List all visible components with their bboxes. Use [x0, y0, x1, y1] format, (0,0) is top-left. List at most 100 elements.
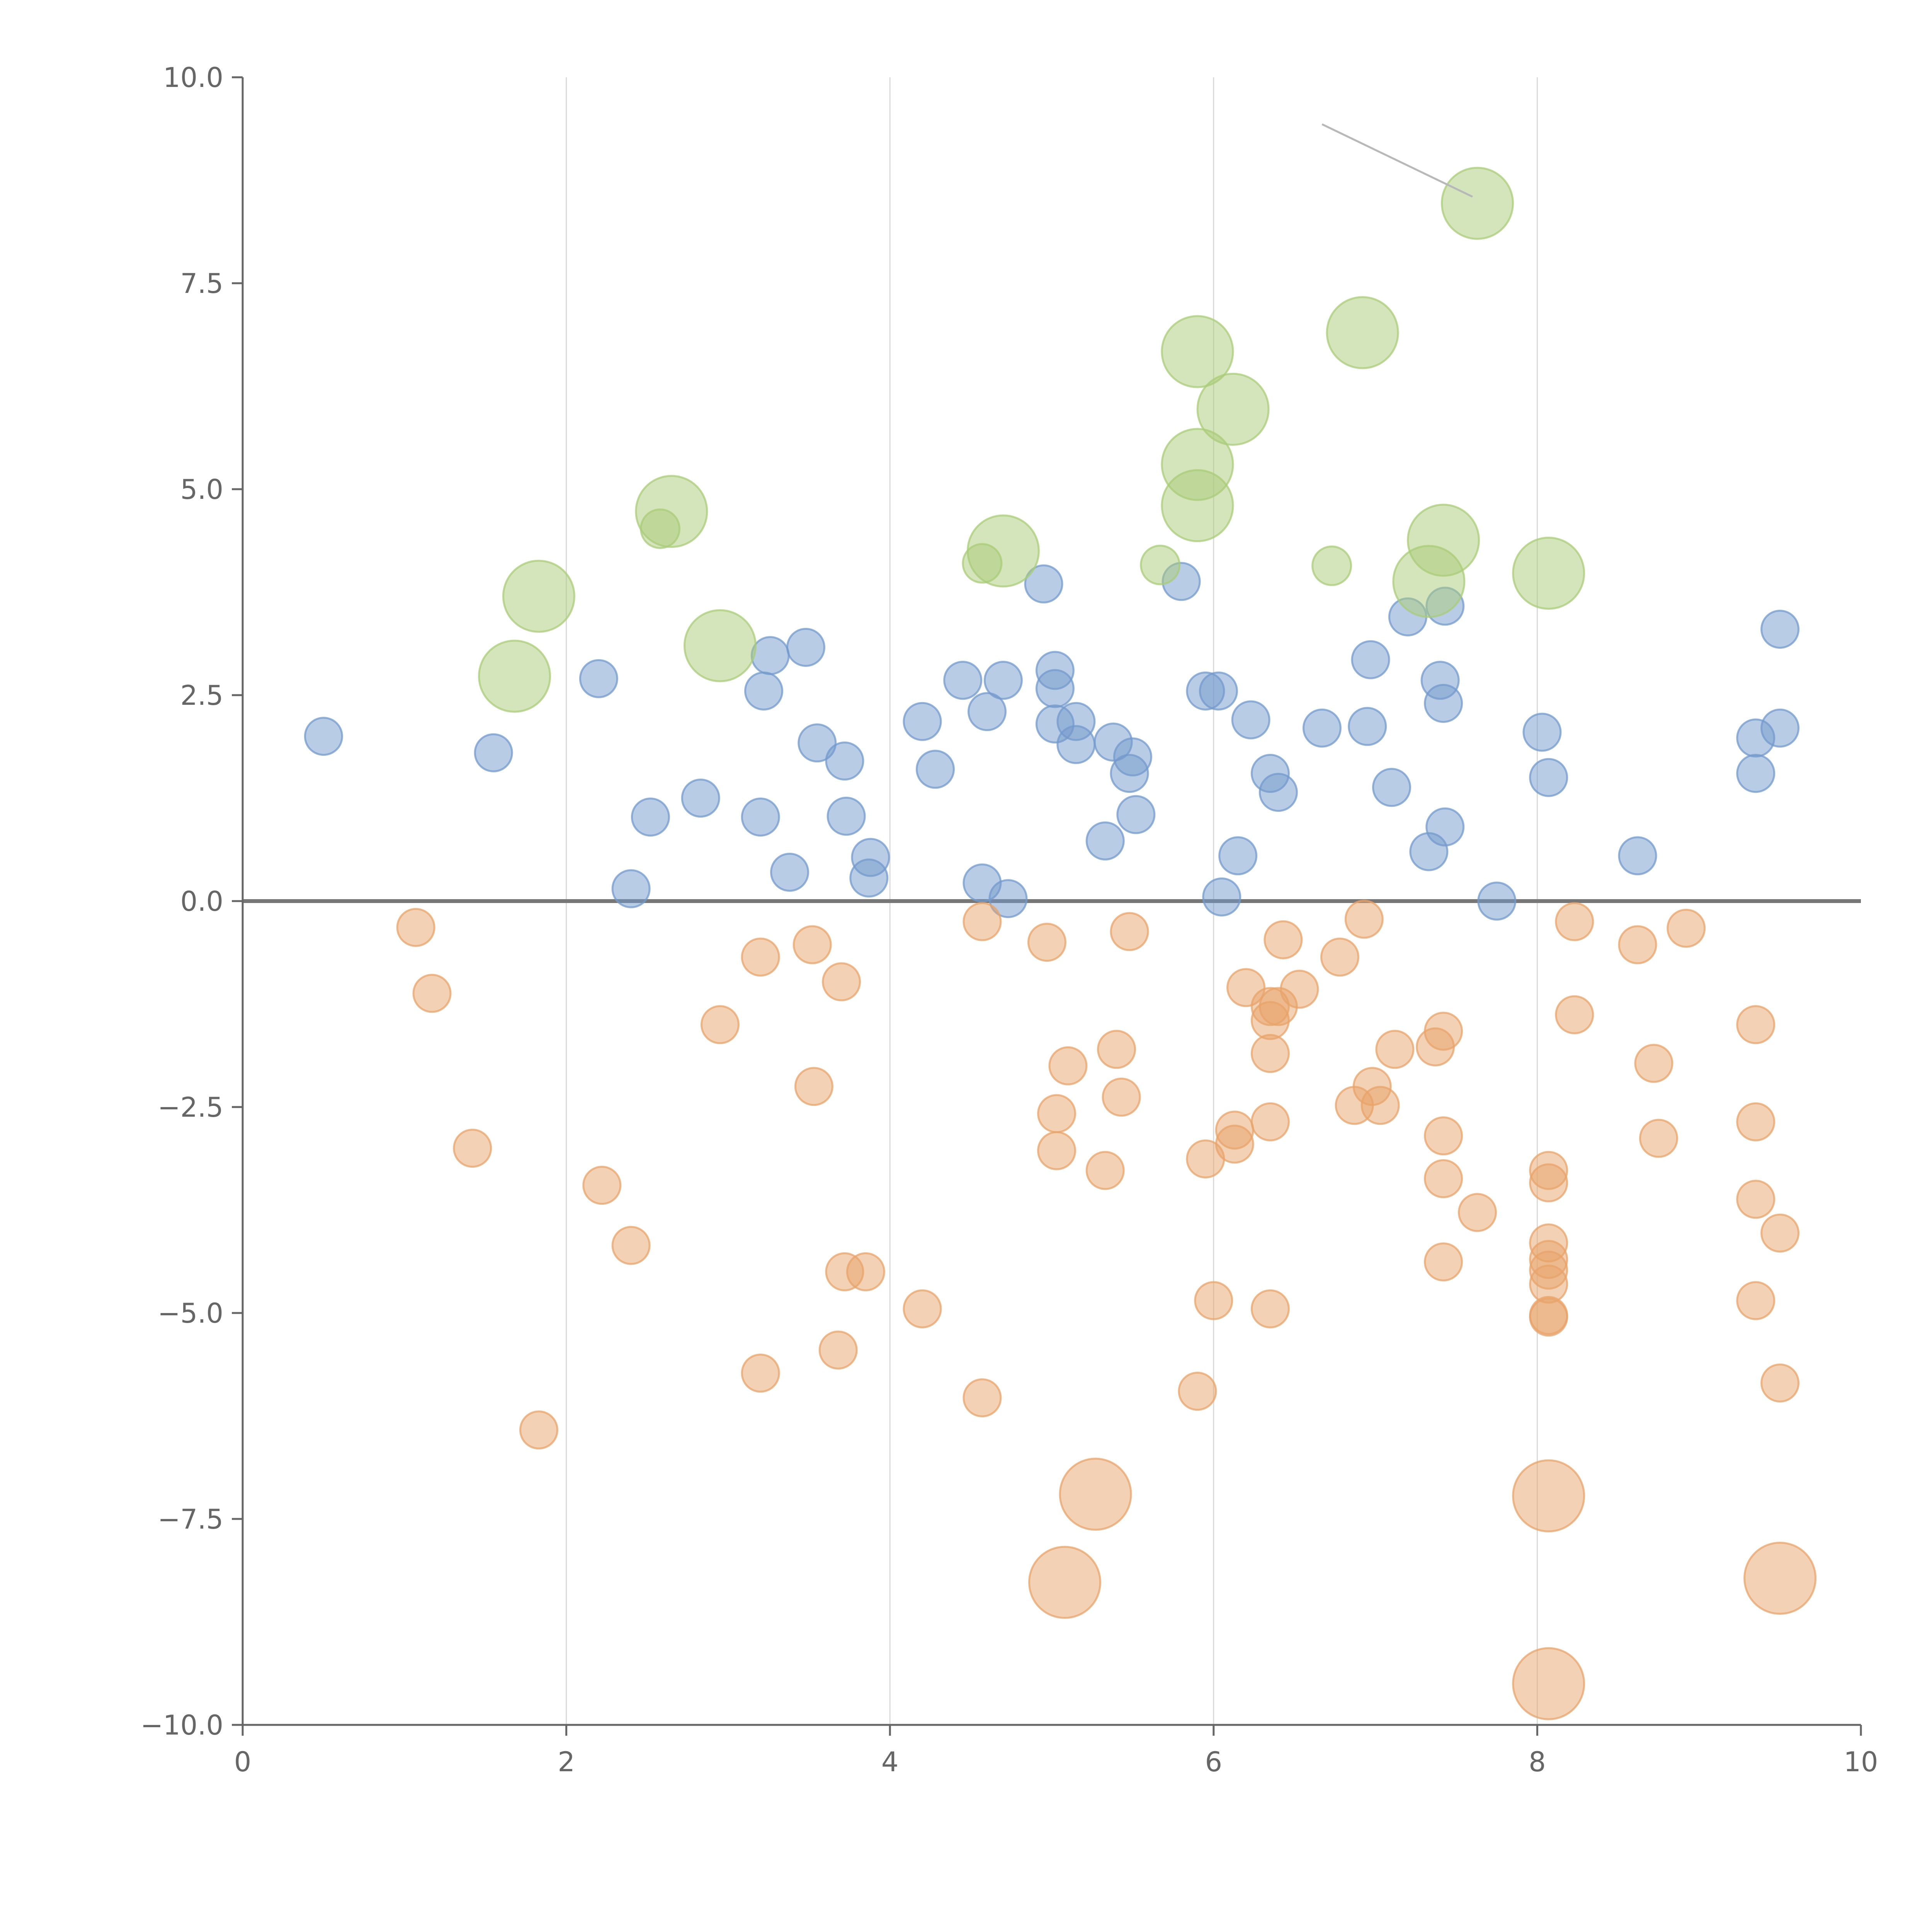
data-point [412, 974, 452, 1013]
data-point [822, 962, 861, 1002]
data-point [1259, 773, 1298, 812]
data-point [1555, 995, 1594, 1034]
data-point [1529, 1163, 1568, 1202]
data-point [1512, 1647, 1585, 1720]
data-point [1113, 737, 1152, 777]
data-point [988, 879, 1028, 918]
data-point [1311, 545, 1352, 586]
data-point [1037, 1131, 1077, 1170]
data-point [478, 639, 551, 713]
data-point [1102, 1077, 1141, 1117]
data-point [1161, 315, 1234, 388]
data-point [611, 869, 651, 908]
data-point [1028, 1546, 1102, 1619]
data-point [1097, 1030, 1136, 1069]
data-point [1375, 1030, 1415, 1069]
data-point [582, 1166, 622, 1205]
annotation-leader-line [1321, 123, 1473, 198]
data-point [818, 1330, 858, 1370]
data-point [1736, 1180, 1776, 1219]
data-point [1280, 969, 1319, 1009]
data-point [741, 1354, 780, 1393]
data-point [502, 560, 575, 633]
data-point [453, 1129, 492, 1168]
data-point [794, 1067, 833, 1106]
data-point [1736, 1281, 1776, 1320]
y-tick-label: −7.5 [158, 1503, 223, 1535]
data-point [1423, 1012, 1463, 1051]
data-point [1218, 836, 1258, 876]
series-negative-large [1028, 1458, 1817, 1720]
data-point [1639, 1119, 1678, 1158]
x-tick-label: 6 [1205, 1746, 1223, 1778]
data-point [750, 636, 790, 675]
data-point [1618, 836, 1657, 876]
data-point [1667, 908, 1706, 948]
annotations [1321, 123, 1473, 198]
data-point [1634, 1044, 1673, 1083]
data-point [1736, 754, 1776, 793]
data-point [825, 742, 864, 781]
data-point [683, 609, 757, 682]
data-point [640, 508, 681, 549]
data-point [1140, 544, 1181, 585]
data-point [519, 1410, 558, 1450]
data-point [304, 717, 343, 756]
data-point [962, 543, 1003, 584]
data-point [770, 852, 810, 892]
data-point [1760, 1363, 1800, 1403]
data-point [1760, 1213, 1800, 1253]
data-point [1320, 937, 1359, 977]
data-point [1264, 920, 1303, 959]
data-point [1161, 469, 1234, 543]
data-point [1037, 1094, 1077, 1133]
data-point [1250, 1289, 1290, 1328]
data-point [681, 779, 720, 818]
data-point [793, 925, 832, 964]
data-point [1027, 923, 1066, 962]
data-point [744, 671, 784, 711]
data-point [1059, 1458, 1132, 1531]
data-point [741, 798, 780, 837]
data-point [903, 702, 942, 741]
data-point [1250, 1034, 1290, 1073]
y-tick-label: −5.0 [158, 1298, 223, 1329]
data-point [1035, 669, 1075, 708]
data-point [967, 692, 1007, 731]
data-point [798, 723, 837, 763]
data-point [1423, 1242, 1463, 1282]
data-point [1048, 1046, 1088, 1085]
data-point [611, 1226, 651, 1265]
data-point [1423, 1116, 1463, 1156]
data-point [1202, 877, 1242, 917]
data-point [827, 796, 866, 836]
data-point [1215, 1124, 1254, 1164]
series-positive [304, 562, 1800, 921]
data-point [1085, 1151, 1125, 1190]
data-point [1618, 925, 1657, 964]
data-point [1522, 713, 1562, 752]
y-tick-label: −10.0 [140, 1709, 223, 1741]
series-positive-medium [640, 508, 1352, 586]
data-point [983, 661, 1023, 700]
data-point [1056, 702, 1096, 741]
y-tick-label: 10.0 [163, 62, 223, 94]
x-tick-label: 0 [234, 1746, 252, 1778]
data-point [1529, 758, 1568, 797]
data-point [741, 937, 780, 977]
data-point [1196, 372, 1270, 446]
data-point [1344, 900, 1384, 939]
y-tick-label: 5.0 [180, 474, 223, 505]
data-point [915, 750, 955, 789]
data-point [1250, 1102, 1290, 1141]
data-point [1743, 1542, 1817, 1615]
series-positive-large [478, 167, 1585, 713]
y-tick-label: 0.0 [180, 886, 223, 917]
x-tick-label: 10 [1844, 1746, 1878, 1778]
x-tick-label: 8 [1529, 1746, 1546, 1778]
data-point [963, 1378, 1002, 1418]
series-negative [396, 900, 1800, 1450]
data-point [851, 838, 890, 877]
axes: 0 2 4 6 8 10 10.0 7.5 5.0 2.5 0.0 −2.5 −5.0 −7.5 −10.0 [140, 62, 1878, 1778]
data-point [1326, 296, 1399, 369]
